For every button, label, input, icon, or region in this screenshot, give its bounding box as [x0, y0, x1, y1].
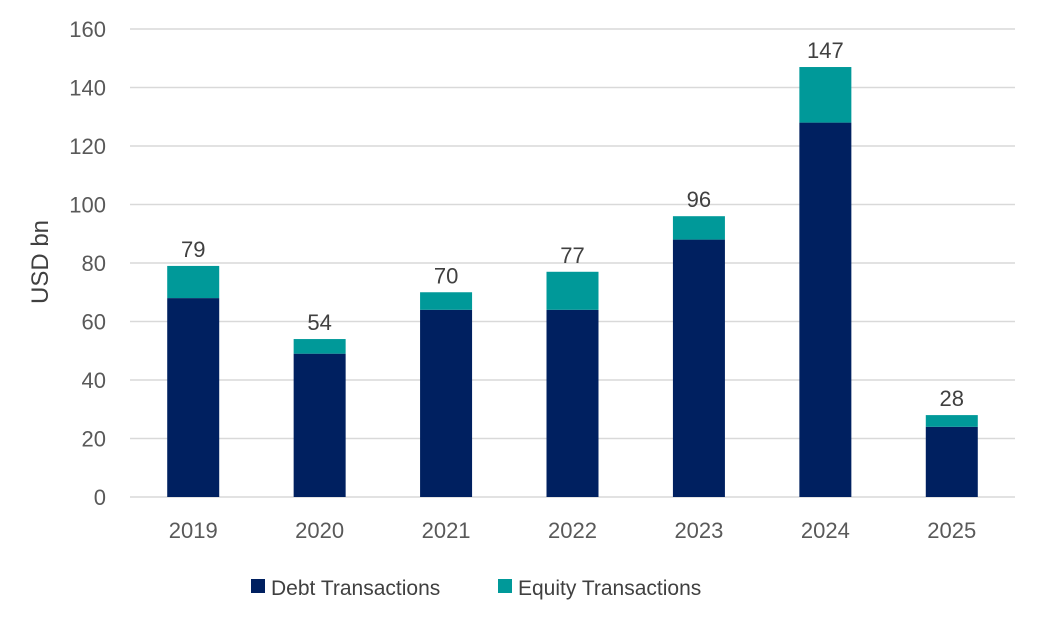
bar-equity-2019: [167, 265, 220, 299]
bar-equity-2022: [546, 271, 599, 310]
bar-debt-2025: [925, 426, 978, 497]
total-label-2021: 70: [434, 263, 458, 288]
bar-total-labels: 79 54 70 77 96 147 28: [181, 38, 964, 411]
bar-equity-2021: [420, 292, 473, 310]
bar-debt-2019: [167, 298, 220, 497]
x-tick-label-2025: 2025: [927, 518, 976, 543]
bar-debt-2022: [546, 309, 599, 497]
x-tick-label-2021: 2021: [422, 518, 471, 543]
bar-equity-2025: [925, 415, 978, 427]
y-tick-label: 100: [69, 193, 106, 218]
x-tick-label-2024: 2024: [801, 518, 850, 543]
bar-debt-2021: [420, 309, 473, 497]
legend-swatch-equity: [498, 579, 512, 593]
x-tick-label-2022: 2022: [548, 518, 597, 543]
y-tick-label: 80: [82, 251, 106, 276]
total-label-2025: 28: [940, 386, 964, 411]
y-tick-label: 140: [69, 76, 106, 101]
x-tick-label-2020: 2020: [295, 518, 344, 543]
x-axis-ticks: 2019 2020 2021 2022 2023 2024 2025: [169, 518, 977, 543]
bar-debt-2020: [293, 353, 346, 497]
bar-equity-2024: [799, 67, 852, 123]
y-tick-label: 20: [82, 427, 106, 452]
legend-swatch-debt: [251, 579, 265, 593]
bar-debt-2023: [672, 239, 725, 497]
total-label-2024: 147: [807, 38, 844, 63]
y-axis-ticks: 0 20 40 60 80 100 120 140 160: [69, 17, 106, 510]
y-tick-label: 120: [69, 134, 106, 159]
gridlines: [130, 28, 1015, 498]
total-label-2022: 77: [560, 243, 584, 268]
total-label-2020: 54: [307, 310, 331, 335]
x-tick-label-2019: 2019: [169, 518, 218, 543]
bar-equity-2023: [672, 216, 725, 240]
legend: Debt Transactions Equity Transactions: [251, 577, 701, 600]
bars: [167, 67, 978, 497]
total-label-2023: 96: [687, 187, 711, 212]
x-tick-label-2023: 2023: [674, 518, 723, 543]
legend-label-debt: Debt Transactions: [271, 577, 440, 600]
y-axis-label: USD bn: [27, 220, 54, 304]
bar-debt-2024: [799, 122, 852, 497]
y-tick-label: 0: [94, 485, 106, 510]
bar-equity-2020: [293, 339, 346, 354]
y-tick-label: 40: [82, 368, 106, 393]
legend-label-equity: Equity Transactions: [518, 577, 701, 600]
total-label-2019: 79: [181, 237, 205, 262]
y-tick-label: 60: [82, 310, 106, 335]
y-tick-label: 160: [69, 17, 106, 42]
